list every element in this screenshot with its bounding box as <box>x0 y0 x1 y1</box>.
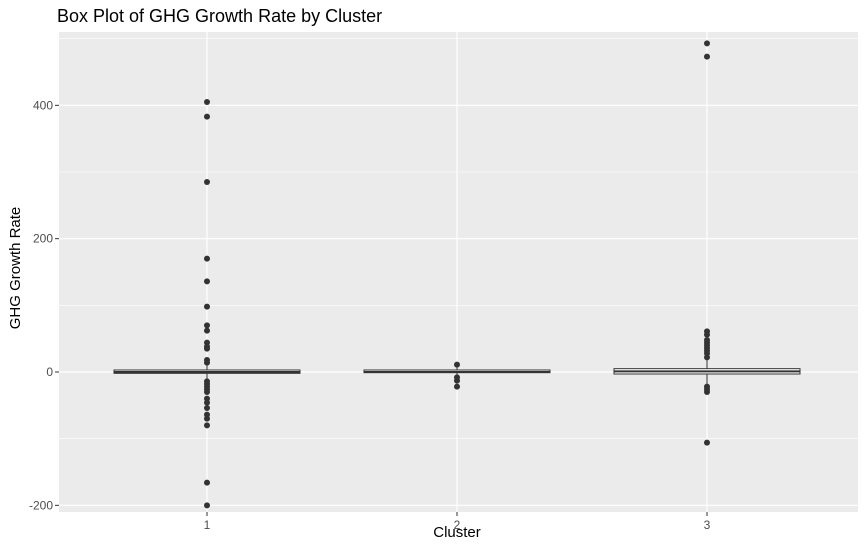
plot-panel <box>59 32 858 512</box>
outlier-point <box>454 377 460 384</box>
chart-title: Box Plot of GHG Growth Rate by Cluster <box>57 6 382 26</box>
outlier-point <box>204 415 210 422</box>
outlier-point <box>204 345 210 352</box>
outlier-point <box>204 422 210 429</box>
outlier-point <box>204 99 210 105</box>
outlier-point <box>204 502 210 509</box>
outlier-point <box>704 331 710 338</box>
outlier-point <box>204 179 210 185</box>
outlier-point <box>204 113 210 120</box>
x-tick-label: 3 <box>704 518 711 532</box>
y-axis-title: GHG Growth Rate <box>7 207 24 330</box>
box-cluster-1 <box>113 364 301 380</box>
outlier-point <box>454 383 460 390</box>
outlier-points <box>204 40 710 509</box>
outlier-point <box>204 389 210 395</box>
outlier-point <box>204 327 210 334</box>
outlier-point <box>204 405 210 411</box>
outlier-point <box>204 479 210 486</box>
y-axis-ticks: -200 0 200 400 <box>29 98 59 512</box>
outlier-point <box>204 255 210 262</box>
outlier-point <box>704 40 710 47</box>
x-tick-label: 2 <box>454 518 461 532</box>
outlier-point <box>704 53 710 60</box>
y-tick-label: 200 <box>33 232 53 246</box>
outlier-point <box>204 303 210 310</box>
outlier-point <box>704 389 710 395</box>
x-axis-ticks: 1 2 3 <box>204 512 711 532</box>
outlier-point <box>704 354 710 361</box>
outlier-point <box>204 278 210 285</box>
x-tick-label: 1 <box>204 518 211 532</box>
outlier-point <box>704 439 710 446</box>
outlier-point <box>204 322 210 329</box>
y-tick-label: 0 <box>46 365 53 379</box>
outlier-point <box>204 399 210 406</box>
x-axis-title: Cluster <box>433 524 481 541</box>
box-cluster-3 <box>613 355 801 386</box>
y-tick-label: 400 <box>33 98 53 112</box>
y-tick-label: -200 <box>29 498 53 512</box>
outlier-point <box>454 361 460 368</box>
boxes <box>113 355 801 386</box>
outlier-point <box>204 359 210 366</box>
